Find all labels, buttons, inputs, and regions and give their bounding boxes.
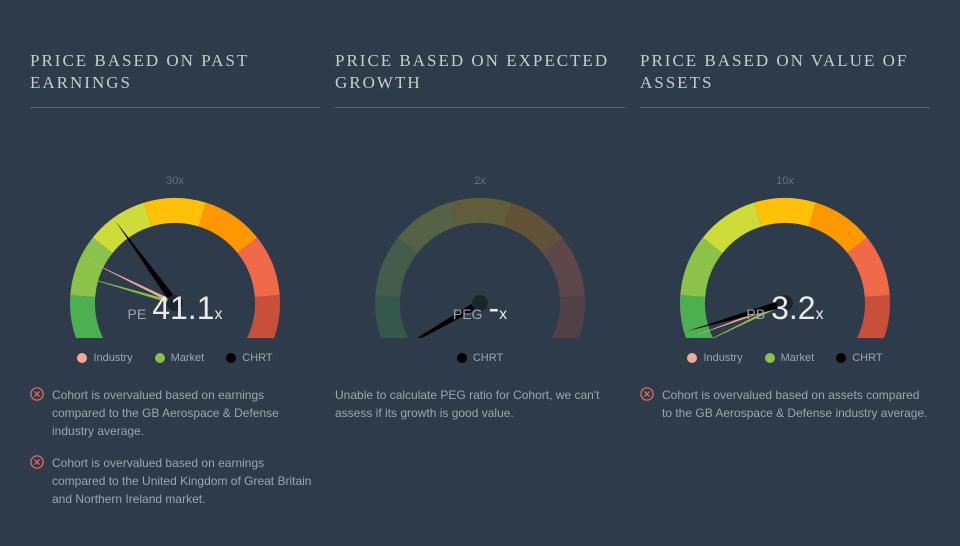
legend-item: CHRT — [457, 352, 503, 364]
gauge-metric: PE — [128, 306, 147, 322]
svg-text:10x: 10x — [776, 175, 794, 187]
note: Unable to calculate PEG ratio for Cohort… — [335, 386, 625, 422]
gauge-wrapper: 0x10x20x PB3.2x — [640, 148, 930, 338]
panel-title: PRICE BASED ON EXPECTED GROWTH — [335, 50, 625, 108]
legend-item: Industry — [77, 352, 132, 364]
x-circle-icon — [30, 387, 44, 401]
gauge-unit: x — [816, 306, 824, 323]
legend-swatch — [155, 353, 165, 363]
legend: Industry Market CHRT — [30, 352, 320, 364]
note: Cohort is overvalued based on assets com… — [640, 386, 930, 422]
svg-text:2x: 2x — [474, 175, 486, 187]
gauge-wrapper: 0x2x4x PEG-x — [335, 148, 625, 338]
legend-swatch — [226, 353, 236, 363]
note-text: Cohort is overvalued based on assets com… — [662, 386, 930, 422]
gauge-value: 41.1 — [152, 290, 214, 326]
gauge-value: 3.2 — [771, 290, 815, 326]
legend-item: Market — [155, 352, 205, 364]
svg-text:30x: 30x — [166, 175, 184, 187]
panel: PRICE BASED ON VALUE OF ASSETS 0x10x20x … — [640, 50, 930, 522]
legend-swatch — [77, 353, 87, 363]
panel-title: PRICE BASED ON VALUE OF ASSETS — [640, 50, 930, 108]
panel: PRICE BASED ON EXPECTED GROWTH 0x2x4x PE… — [335, 50, 625, 522]
notes: Cohort is overvalued based on earnings c… — [30, 386, 320, 508]
legend: Industry Market CHRT — [640, 352, 930, 364]
legend-swatch — [687, 353, 697, 363]
x-circle-icon — [640, 387, 654, 401]
gauge-value: - — [488, 290, 499, 326]
legend-label: CHRT — [473, 352, 503, 364]
legend-item: Industry — [687, 352, 742, 364]
x-circle-icon — [30, 455, 44, 469]
gauge-metric: PB — [746, 306, 765, 322]
note-text: Cohort is overvalued based on earnings c… — [52, 454, 320, 508]
legend-swatch — [457, 353, 467, 363]
gauge-unit: x — [499, 306, 507, 323]
legend-item: CHRT — [836, 352, 882, 364]
gauge-value-row: PB 3.2x — [640, 290, 930, 327]
gauge-value-row: PE 41.1x — [30, 290, 320, 327]
legend-label: CHRT — [852, 352, 882, 364]
notes: Unable to calculate PEG ratio for Cohort… — [335, 386, 625, 422]
gauge-wrapper: 0x30x60x PE41.1x — [30, 148, 320, 338]
legend-item: Market — [765, 352, 815, 364]
panel-title: PRICE BASED ON PAST EARNINGS — [30, 50, 320, 108]
legend-label: Industry — [703, 352, 742, 364]
note-text: Unable to calculate PEG ratio for Cohort… — [335, 386, 625, 422]
gauge-unit: x — [214, 306, 222, 323]
gauge-metric: PEG — [453, 306, 483, 322]
legend: CHRT — [335, 352, 625, 364]
legend-swatch — [836, 353, 846, 363]
note: Cohort is overvalued based on earnings c… — [30, 386, 320, 440]
legend-item: CHRT — [226, 352, 272, 364]
gauge-value-row: PEG-x — [335, 290, 625, 327]
panel: PRICE BASED ON PAST EARNINGS 0x30x60x PE… — [30, 50, 320, 522]
legend-label: Industry — [93, 352, 132, 364]
notes: Cohort is overvalued based on assets com… — [640, 386, 930, 422]
legend-label: CHRT — [242, 352, 272, 364]
legend-label: Market — [171, 352, 205, 364]
note-text: Cohort is overvalued based on earnings c… — [52, 386, 320, 440]
note: Cohort is overvalued based on earnings c… — [30, 454, 320, 508]
legend-label: Market — [781, 352, 815, 364]
legend-swatch — [765, 353, 775, 363]
